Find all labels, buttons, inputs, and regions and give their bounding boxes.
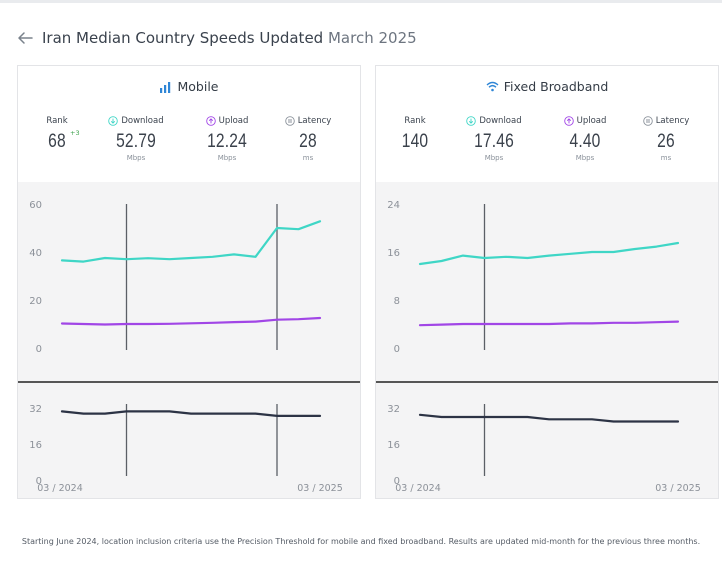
mobile-title-text: Mobile [177,79,219,94]
signal-bars-icon [160,81,171,93]
upload-label: Upload [218,116,249,126]
speed-y-tick-label: 0 [36,344,42,355]
upload-icon [205,116,216,126]
rank-label: Rank [46,116,68,126]
rank-change-badge: +3 [70,129,80,137]
speed-y-tick-label: 8 [394,296,400,307]
x-tick-label-end: 03 / 2025 [655,483,701,494]
download-series-line [60,220,322,263]
fixed-rank: Rank 140 [396,116,434,153]
fixed-title-text: Fixed Broadband [503,79,609,94]
rank-value: 140 [401,131,429,152]
mobile-stats: Mobile Rank 68 +3 Download 52.79 Mbps [18,66,360,182]
upload-unit: Mbps [575,154,595,162]
download-unit: Mbps [484,154,504,162]
fixed-panel-title: Fixed Broadband [376,79,718,94]
download-icon [108,116,119,126]
latency-y-tick-label: 32 [29,404,42,415]
mobile-download: Download 52.79 Mbps [98,116,174,162]
speed-y-tick-label: 60 [29,200,42,211]
latency-value: 28 [299,131,317,152]
latency-label: Latency [297,116,332,126]
speed-y-tick-label: 24 [387,200,400,211]
latency-unit: ms [302,154,314,162]
fixed-broadband-panel: Fixed Broadband Rank 140 Download 17.46 … [376,66,718,498]
latency-y-tick-label: 0 [36,476,42,487]
upload-label: Upload [576,116,607,126]
upload-value: 12.24 [207,131,247,152]
latency-y-tick-label: 32 [387,404,400,415]
rank-label: Rank [404,116,426,126]
latency-y-tick-label: 16 [387,440,400,451]
mobile-rank: Rank 68 [40,116,74,153]
latency-icon [642,116,653,126]
download-value: 52.79 [116,131,156,152]
latency-y-tick-label: 16 [29,440,42,451]
speed-y-tick-label: 16 [387,248,400,259]
page-header: Iran Median Country Speeds Updated March… [16,27,417,49]
x-tick-label-start: 03 / 2024 [395,483,441,494]
mobile-panel-title: Mobile [18,79,360,94]
latency-icon [284,116,295,126]
fixed-broadband-chart: 0 8 16 24 0 16 32 03 / 2024 03 / 2025 [376,200,718,494]
download-label: Download [479,116,522,126]
fixed-upload: Upload 4.40 Mbps [550,116,620,162]
mobile-chart: 0 20 40 60 0 16 32 03 / 2024 03 / 2025 [18,200,360,494]
fixed-download: Download 17.46 Mbps [456,116,532,162]
mobile-panel: Mobile Rank 68 +3 Download 52.79 Mbps [18,66,360,498]
download-unit: Mbps [126,154,146,162]
wifi-icon [486,81,499,92]
latency-y-tick-label: 0 [394,476,400,487]
download-value: 17.46 [474,131,514,152]
page-title-date: March 2025 [327,29,417,47]
fixed-stats: Fixed Broadband Rank 140 Download 17.46 … [376,66,718,182]
page-title: Iran Median Country Speeds Updated March… [42,29,417,47]
latency-label: Latency [655,116,690,126]
speed-y-tick-label: 20 [29,296,42,307]
latency-unit: ms [660,154,672,162]
mobile-latency: Latency 28 ms [276,116,340,162]
latency-series-line [60,410,322,417]
upload-value: 4.40 [569,131,601,152]
upload-unit: Mbps [217,154,237,162]
download-icon [466,116,477,126]
fixed-latency: Latency 26 ms [634,116,698,162]
mobile-upload: Upload 12.24 Mbps [192,116,262,162]
footnote: Starting June 2024, location inclusion c… [21,537,701,546]
speed-y-tick-label: 0 [394,344,400,355]
upload-series-line [60,316,322,326]
x-tick-label-start: 03 / 2024 [37,483,83,494]
upload-icon [563,116,574,126]
top-divider [0,0,722,3]
speed-y-tick-label: 40 [29,248,42,259]
back-arrow-icon[interactable] [16,29,34,47]
upload-series-line [418,320,680,327]
latency-value: 26 [657,131,675,152]
download-series-line [418,241,680,266]
latency-series-line [418,413,680,423]
rank-value: 68 [48,131,66,152]
x-tick-label-end: 03 / 2025 [297,483,343,494]
download-label: Download [121,116,164,126]
page-title-main: Iran Median Country Speeds Updated [42,29,324,47]
